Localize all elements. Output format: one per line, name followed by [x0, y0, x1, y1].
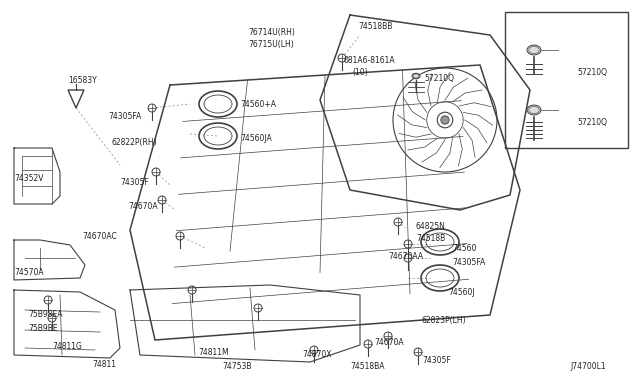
Text: 74670A: 74670A: [128, 202, 157, 211]
Ellipse shape: [527, 45, 541, 55]
Text: 74560: 74560: [452, 244, 476, 253]
Bar: [505, 12, 628, 148]
Text: 75B98EA: 75B98EA: [28, 310, 63, 319]
Text: 74305FA: 74305FA: [108, 112, 141, 121]
Text: 74870X: 74870X: [302, 350, 332, 359]
Text: 62823P(LH): 62823P(LH): [422, 316, 467, 325]
Text: 74518B: 74518B: [416, 234, 445, 243]
Circle shape: [441, 116, 449, 124]
Ellipse shape: [527, 105, 541, 115]
Text: 74560JA: 74560JA: [240, 134, 272, 143]
Text: 74352V: 74352V: [14, 174, 44, 183]
Text: 74305F: 74305F: [422, 356, 451, 365]
Text: 57210Q: 57210Q: [577, 118, 607, 127]
Text: 74518BB: 74518BB: [358, 22, 392, 31]
Text: 74670AC: 74670AC: [82, 232, 116, 241]
Text: 74518BA: 74518BA: [350, 362, 385, 371]
Text: 74305FA: 74305FA: [452, 258, 485, 267]
Text: 74560+A: 74560+A: [240, 100, 276, 109]
Text: 081A6-8161A: 081A6-8161A: [344, 56, 396, 65]
Text: 57210Q: 57210Q: [424, 74, 454, 83]
Text: 74811: 74811: [92, 360, 116, 369]
Text: J74700L1: J74700L1: [570, 362, 605, 371]
Text: 57210Q: 57210Q: [577, 68, 607, 77]
Text: 76714U(RH): 76714U(RH): [248, 28, 295, 37]
Text: 62822P(RH): 62822P(RH): [112, 138, 157, 147]
Text: (10): (10): [352, 68, 367, 77]
Text: 76715U(LH): 76715U(LH): [248, 40, 294, 49]
Text: 74670AA: 74670AA: [388, 252, 423, 261]
Text: 75B9BE: 75B9BE: [28, 324, 58, 333]
Text: 16583Y: 16583Y: [68, 76, 97, 85]
Text: 74560J: 74560J: [448, 288, 475, 297]
Text: 74305F: 74305F: [120, 178, 148, 187]
Ellipse shape: [412, 73, 420, 79]
Text: 64825N: 64825N: [416, 222, 446, 231]
Text: 74811M: 74811M: [198, 348, 228, 357]
Text: 74753B: 74753B: [222, 362, 252, 371]
Text: 74670A: 74670A: [374, 338, 404, 347]
Text: 74570A: 74570A: [14, 268, 44, 277]
Text: 74811G: 74811G: [52, 342, 82, 351]
